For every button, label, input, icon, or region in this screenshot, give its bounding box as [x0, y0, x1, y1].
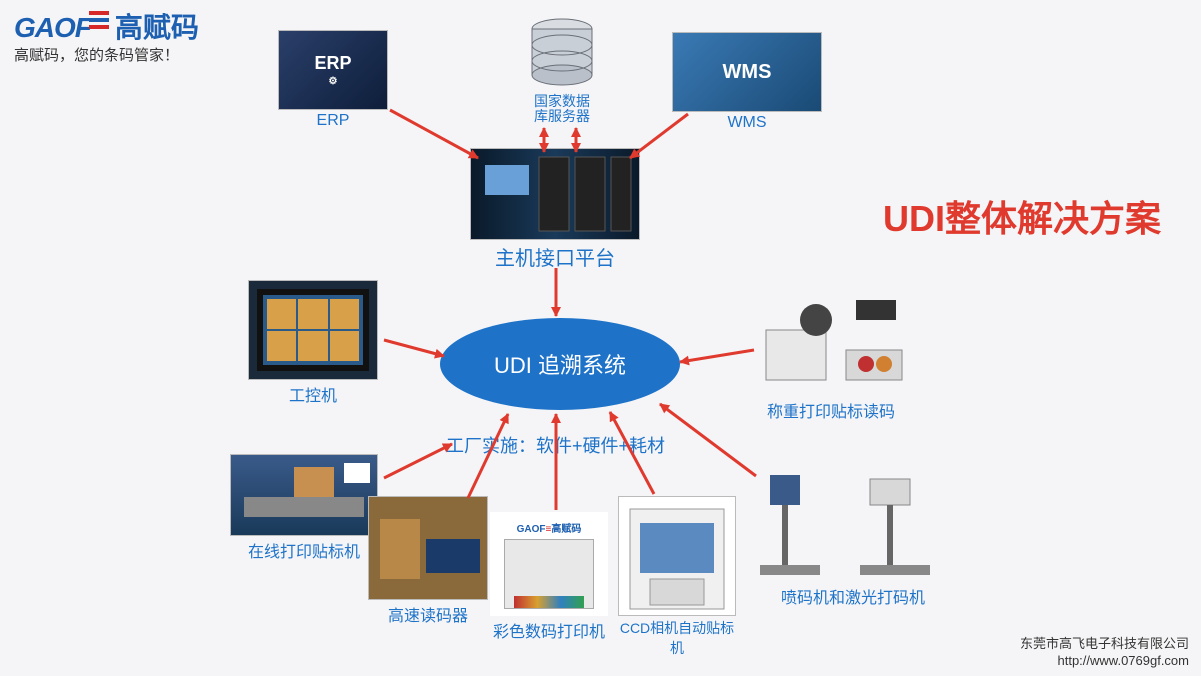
color-image: GAOF≡高赋码: [490, 512, 608, 616]
logo-line1: GAOF 高赋码: [14, 6, 199, 46]
laser-label: 喷码机和激光打码机: [748, 584, 958, 608]
node-online: 在线打印贴标机: [230, 454, 378, 562]
ipc-label: 工控机: [248, 382, 378, 406]
laser-image: [748, 462, 958, 582]
logo-brand-cn: 高赋码: [115, 12, 199, 43]
node-color: GAOF≡高赋码 彩色数码打印机: [490, 512, 608, 642]
node-ccd: CCD相机自动贴标机: [618, 496, 736, 658]
color-label: 彩色数码打印机: [490, 618, 608, 642]
logo-stripe-icon: [89, 9, 111, 36]
node-host: 主机接口平台: [470, 148, 640, 271]
node-dbserver: 国家数据 库服务器: [518, 14, 606, 125]
online-image: [230, 454, 378, 536]
database-icon: [523, 17, 601, 89]
node-ipc: 工控机: [248, 280, 378, 406]
wms-label: WMS: [672, 114, 822, 132]
ccd-label: CCD相机自动贴标机: [618, 618, 736, 658]
ccd-image: [618, 496, 736, 616]
logo-block: GAOF 高赋码 高赋码，您的条码管家！: [14, 6, 199, 65]
node-wms: WMS WMS: [672, 32, 822, 132]
footer: 东莞市高飞电子科技有限公司 http://www.0769gf.com: [1020, 636, 1189, 670]
node-reader: 高速读码器: [368, 496, 488, 626]
footer-url: http://www.0769gf.com: [1020, 653, 1189, 670]
weigh-label: 称重打印贴标读码: [756, 398, 906, 422]
logo-brand-en: GAOF: [14, 12, 91, 43]
dbserver-label: 国家数据 库服务器: [518, 94, 606, 125]
page-title: UDI整体解决方案: [883, 190, 1161, 242]
reader-image: [368, 496, 488, 600]
subtitle: 工厂实施：软件+硬件+耗材: [446, 432, 665, 458]
online-label: 在线打印贴标机: [230, 538, 378, 562]
ipc-image: [248, 280, 378, 380]
node-erp: ERP ⚙ ERP: [278, 30, 388, 130]
node-weigh: 称重打印贴标读码: [756, 288, 906, 422]
center-label: UDI 追溯系统: [494, 348, 626, 380]
center-ellipse: UDI 追溯系统: [440, 318, 680, 410]
host-label: 主机接口平台: [470, 242, 640, 271]
reader-label: 高速读码器: [368, 602, 488, 626]
logo-tagline: 高赋码，您的条码管家！: [14, 44, 199, 65]
erp-label: ERP: [278, 112, 388, 130]
footer-company: 东莞市高飞电子科技有限公司: [1020, 636, 1189, 653]
wms-image: WMS: [672, 32, 822, 112]
node-laser: 喷码机和激光打码机: [748, 462, 958, 608]
erp-image: ERP ⚙: [278, 30, 388, 110]
dbserver-image: [518, 14, 606, 92]
host-image: [470, 148, 640, 240]
weigh-image: [756, 288, 906, 396]
